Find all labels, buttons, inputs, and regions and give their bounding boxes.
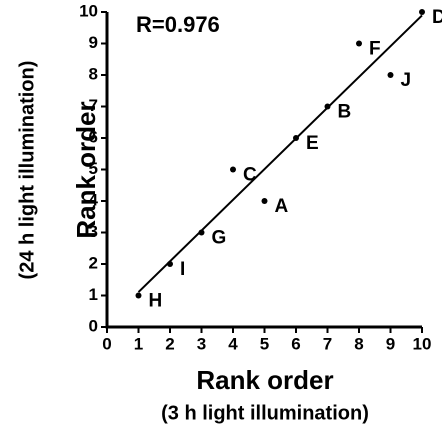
y-axis-title: Rank order xyxy=(71,101,101,238)
point-label: J xyxy=(401,70,412,91)
y-tick-label: 5 xyxy=(89,159,98,178)
point xyxy=(293,135,299,141)
y-tick-label: 9 xyxy=(89,33,98,52)
point-label: A xyxy=(275,196,289,217)
point-label: C xyxy=(243,165,257,186)
annotation: R=0.976 xyxy=(136,12,220,37)
y-tick-label: 10 xyxy=(79,1,98,20)
x-tick-label: 1 xyxy=(134,334,143,353)
y-tick-label: 3 xyxy=(89,222,98,241)
point xyxy=(167,261,173,267)
point-label: E xyxy=(306,133,319,154)
x-axis-subtitle: (3 h light illumination) xyxy=(161,402,369,424)
y-tick-label: 0 xyxy=(89,316,98,335)
point xyxy=(261,198,268,204)
point xyxy=(135,292,142,299)
x-tick-label: 10 xyxy=(413,334,432,353)
x-tick-label: 7 xyxy=(323,334,332,353)
fit-line xyxy=(137,14,423,293)
point-label: G xyxy=(212,228,227,249)
point xyxy=(387,72,394,78)
y-tick-label: 1 xyxy=(89,285,98,304)
point-label: I xyxy=(180,259,185,280)
point-label: D xyxy=(432,7,442,28)
x-tick-label: 2 xyxy=(165,334,174,353)
point xyxy=(198,229,205,236)
x-tick-label: 8 xyxy=(354,334,363,353)
point xyxy=(230,166,236,173)
x-tick-label: 0 xyxy=(102,334,111,353)
point-label: H xyxy=(149,291,163,312)
y-tick-label: 8 xyxy=(89,64,98,83)
x-tick-label: 6 xyxy=(291,334,300,353)
point-label: F xyxy=(369,39,381,60)
y-tick-label: 7 xyxy=(89,96,98,115)
point xyxy=(324,103,331,110)
point xyxy=(356,40,362,47)
y-tick-label: 6 xyxy=(89,127,98,146)
x-tick-label: 9 xyxy=(386,334,395,353)
point-label: B xyxy=(338,102,352,123)
point xyxy=(419,9,425,15)
y-tick-label: 2 xyxy=(89,253,98,272)
x-tick-label: 5 xyxy=(260,334,269,353)
y-axis-subtitle: (24 h light illumination) xyxy=(16,61,38,280)
y-tick-label: 4 xyxy=(89,190,99,209)
x-axis-title: Rank order xyxy=(196,365,333,395)
x-tick-label: 4 xyxy=(228,334,238,353)
x-tick-label: 3 xyxy=(197,334,206,353)
